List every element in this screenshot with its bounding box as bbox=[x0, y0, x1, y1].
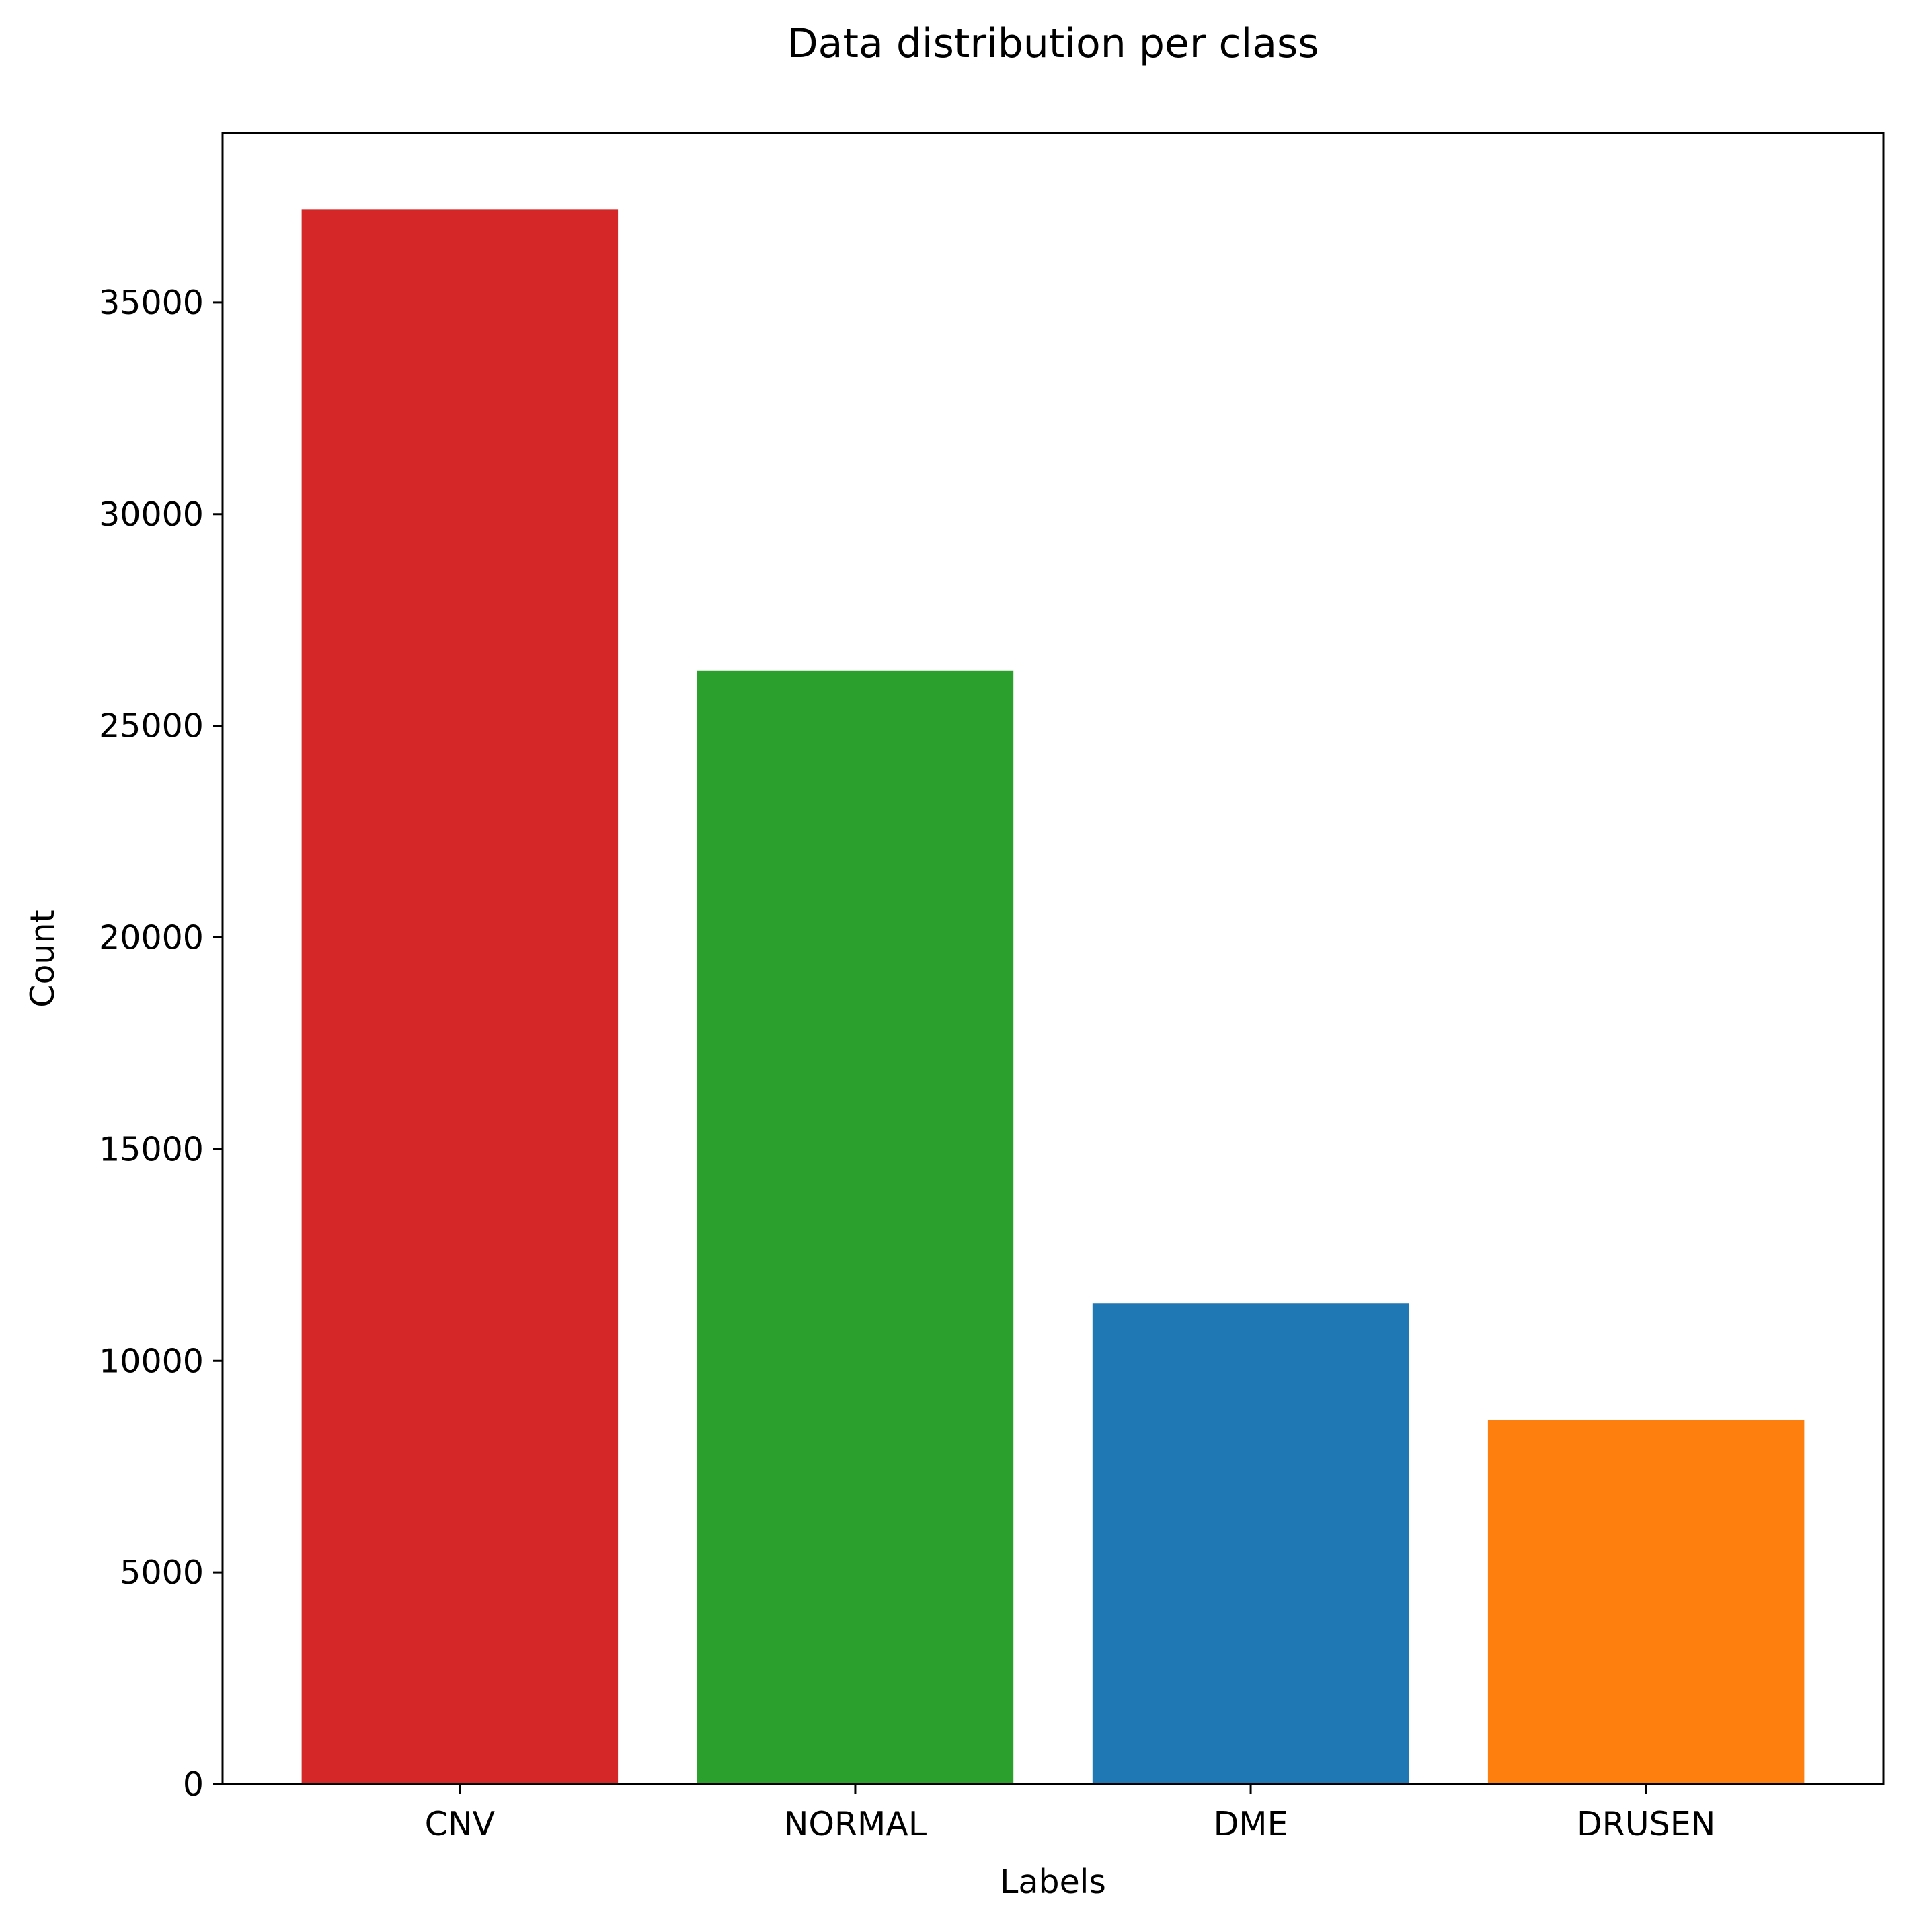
bar-drusen bbox=[1487, 1420, 1805, 1784]
chart-title: Data distribution per class bbox=[787, 20, 1319, 67]
bar-normal bbox=[697, 670, 1014, 1784]
bar-cnv bbox=[301, 209, 619, 1785]
y-tick-label-0: 0 bbox=[183, 1765, 204, 1804]
y-tick-label-15000: 15000 bbox=[99, 1130, 204, 1168]
y-tick-label-30000: 30000 bbox=[99, 495, 204, 534]
x-tick-label-dme: DME bbox=[1214, 1805, 1288, 1843]
bar-dme bbox=[1092, 1303, 1409, 1784]
x-tick-label-normal: NORMAL bbox=[784, 1805, 927, 1843]
y-tick-label-5000: 5000 bbox=[120, 1554, 204, 1592]
x-axis: CNV NORMAL DME DRUSEN bbox=[425, 1784, 1715, 1843]
y-tick-label-20000: 20000 bbox=[99, 919, 204, 957]
y-axis-label: Count bbox=[24, 910, 62, 1008]
x-axis-label: Labels bbox=[1000, 1863, 1106, 1901]
bars-group bbox=[301, 209, 1805, 1785]
plot-frame bbox=[221, 132, 1885, 1785]
y-tick-label-25000: 25000 bbox=[99, 707, 204, 746]
y-tick-label-35000: 35000 bbox=[99, 284, 204, 322]
y-tick-label-10000: 10000 bbox=[99, 1342, 204, 1380]
y-axis: 0 5000 10000 15000 20000 25000 30000 35000 bbox=[99, 284, 223, 1804]
x-tick-label-cnv: CNV bbox=[425, 1805, 496, 1843]
x-tick-label-drusen: DRUSEN bbox=[1577, 1805, 1715, 1843]
